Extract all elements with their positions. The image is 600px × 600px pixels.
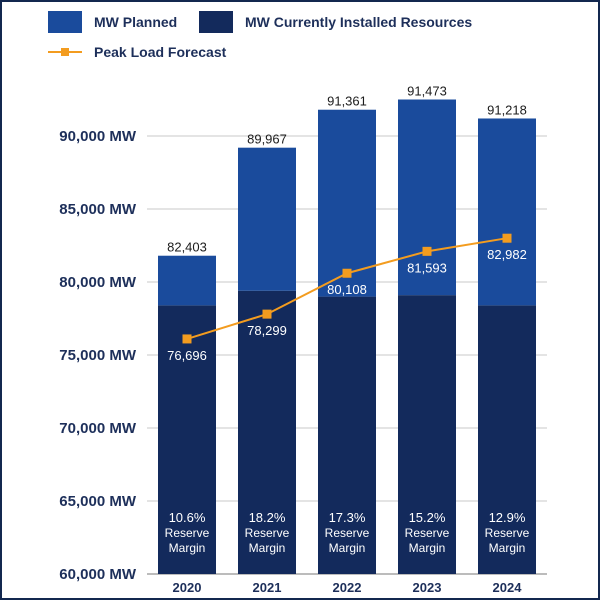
total-label: 82,403 [167,240,207,255]
peak-load-label: 81,593 [407,260,447,275]
reserve-margin-word: Margin [409,541,446,555]
bar-installed [238,290,296,574]
peak-load-label: 80,108 [327,282,367,297]
reserve-margin-word: Reserve [485,526,530,540]
peak-load-marker [342,268,352,278]
line-layer: 76,696 78,299 80,108 81,593 82,982 [167,233,527,363]
reserve-margin-word: Reserve [405,526,450,540]
y-tick-label: 80,000 MW [59,274,137,291]
bar-layer [158,99,536,574]
reserve-margin-word: Reserve [165,526,210,540]
total-label: 91,218 [487,102,527,117]
peak-load-label: 76,696 [167,348,207,363]
reserve-margin-value: 17.3% [329,510,366,525]
reserve-margin-word: Margin [329,541,366,555]
bar-installed [158,305,216,574]
bar-planned [158,255,216,306]
bar-planned [478,118,536,306]
bar-installed [318,296,376,574]
y-tick-label: 85,000 MW [59,201,137,218]
peak-load-label: 78,299 [247,323,287,338]
peak-load-marker [502,233,512,243]
total-label: 91,361 [327,94,367,109]
y-tick-label: 70,000 MW [59,420,137,437]
reserve-margin-word: Margin [249,541,286,555]
bar-installed [398,295,456,574]
y-axis-ticks: 60,000 MW 65,000 MW 70,000 MW 75,000 MW 80,0… [59,128,137,583]
x-tick-label: 2024 [493,580,523,595]
legend: MW Planned MW Currently Installed Resour… [48,11,472,60]
total-label: 91,473 [407,84,447,99]
legend-label-installed: MW Currently Installed Resources [245,14,472,30]
reserve-margin-value: 12.9% [489,510,526,525]
legend-marker-peak [61,48,69,56]
y-tick-label: 90,000 MW [59,128,137,145]
bar-planned [398,99,456,296]
reserve-margin-word: Reserve [325,526,370,540]
peak-load-marker [262,309,272,319]
bar-installed [478,305,536,574]
x-tick-label: 2023 [413,580,442,595]
bar-planned [318,109,376,297]
reserve-margin-word: Reserve [245,526,290,540]
reserve-margin-value: 15.2% [409,510,446,525]
y-tick-label: 75,000 MW [59,347,137,364]
label-layer: 82,40310.6%ReserveMargin89,96718.2%Reser… [165,84,530,556]
x-axis-ticks: 2020 2021 2022 2023 2024 [173,580,523,595]
reserve-margin-value: 18.2% [249,510,286,525]
legend-swatch-installed [199,11,233,33]
reserve-margin-word: Margin [169,541,206,555]
peak-load-marker [182,334,192,344]
x-tick-label: 2022 [333,580,362,595]
y-tick-label: 65,000 MW [59,493,137,510]
y-tick-label: 60,000 MW [59,566,137,583]
peak-load-label: 82,982 [487,247,527,262]
reserve-margin-word: Margin [489,541,526,555]
x-tick-label: 2021 [253,580,282,595]
bar-planned [238,147,296,291]
legend-swatch-planned [48,11,82,33]
x-tick-label: 2020 [173,580,202,595]
total-label: 89,967 [247,132,287,147]
reserve-margin-value: 10.6% [169,510,206,525]
peak-load-marker [422,246,432,256]
legend-label-peak: Peak Load Forecast [94,44,227,60]
legend-label-planned: MW Planned [94,14,177,30]
